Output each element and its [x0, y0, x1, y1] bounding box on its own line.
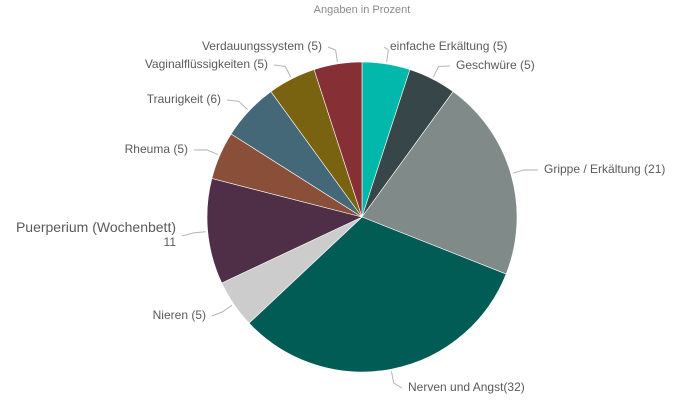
slice-label-7: Rheuma (5): [125, 142, 188, 156]
slice-value-label-6: 11: [164, 235, 177, 249]
leader-lines: [181, 46, 539, 389]
slice-label-9: Vaginalflüssigkeiten (5): [145, 57, 268, 71]
slice-label-10: Verdauungssystem (5): [202, 39, 322, 53]
leader-line-10: [327, 46, 338, 62]
slice-label-2: Geschwüre (5): [456, 58, 535, 72]
leader-line-7: [193, 149, 219, 156]
slice-labels: einfache Erkältung (5) Geschwüre (5) Gripp…: [16, 39, 665, 394]
slice-label-6: Puerperium (Wochenbett): [16, 219, 176, 235]
chart-subtitle: Angaben in Prozent: [314, 4, 411, 16]
leader-line-6: [181, 231, 206, 237]
slice-label-4: Nerven und Angst(32): [408, 380, 525, 394]
pie-slice-3[interactable]: [361, 91, 518, 275]
slice-label-3: Grippe / Erkältung (21): [544, 162, 665, 176]
pie-slices: [206, 61, 518, 373]
leader-line-5: [211, 304, 233, 317]
slice-label-8: Traurigkeit (6): [147, 92, 221, 106]
slice-label-1: einfache Erkältung (5): [390, 39, 507, 53]
pie-slice-6[interactable]: [206, 178, 363, 284]
leader-line-1: [383, 46, 389, 62]
slice-label-5: Nieren (5): [153, 308, 206, 322]
leader-line-8: [226, 99, 248, 110]
pie-slice-10[interactable]: [313, 61, 363, 218]
leader-line-9: [273, 64, 292, 78]
pie-slice-4[interactable]: [248, 216, 507, 373]
leader-line-3: [512, 169, 539, 174]
leader-line-2: [432, 65, 451, 78]
leader-line-4: [390, 371, 403, 389]
